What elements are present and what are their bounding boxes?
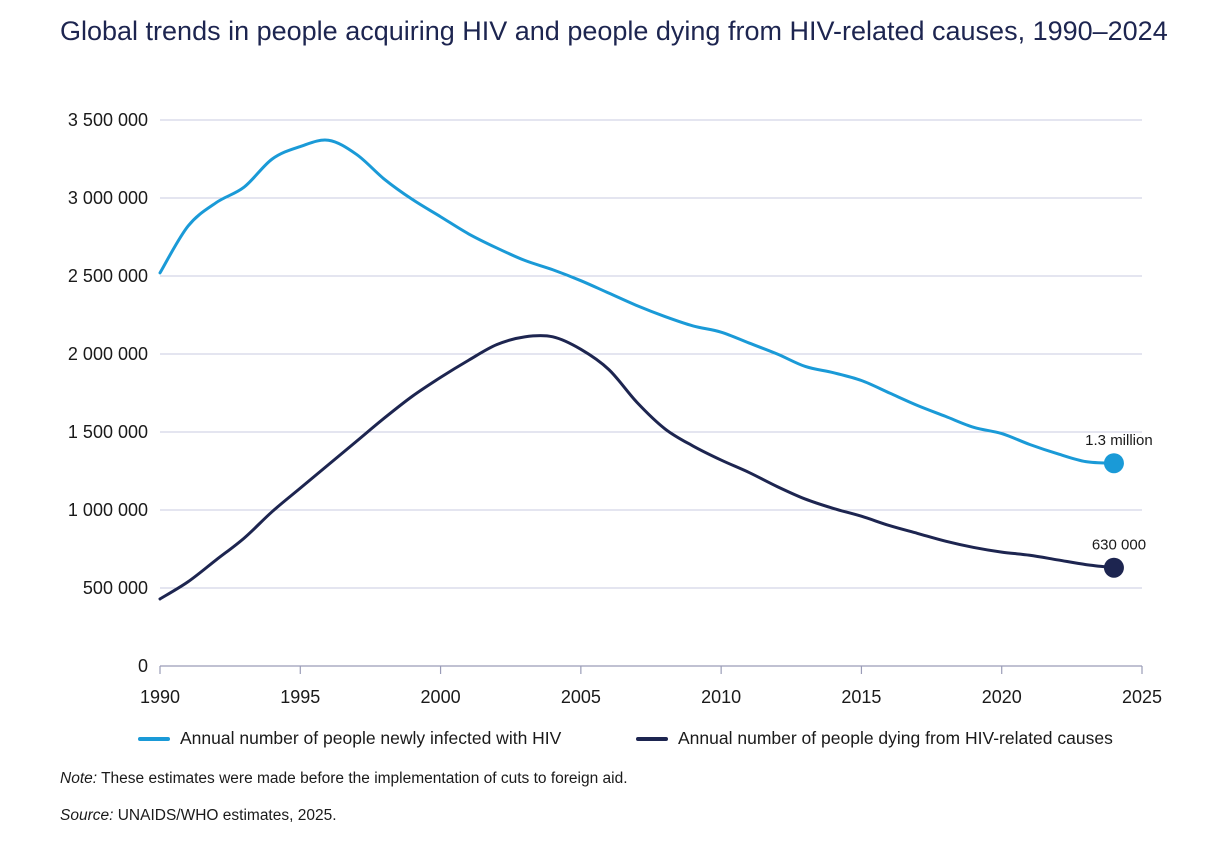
y-axis: 0 500 000 1 000 000 1 500 000 2 000 000 2 500… xyxy=(68,110,148,676)
note-label: Note: xyxy=(60,770,98,787)
legend-label-deaths: Annual number of people dying from HIV-r… xyxy=(678,728,1113,748)
legend-item-infections: Annual number of people newly infected w… xyxy=(138,728,561,749)
legend-swatch-deaths xyxy=(636,736,668,741)
y-tick-label: 1 500 000 xyxy=(68,422,148,442)
x-tick-label: 2005 xyxy=(561,687,601,707)
y-tick-label: 2 000 000 xyxy=(68,344,148,364)
end-point-infections xyxy=(1103,453,1124,474)
x-tick-label: 2010 xyxy=(701,687,741,707)
chart-title: Global trends in people acquiring HIV an… xyxy=(60,16,1168,46)
y-tick-label: 2 500 000 xyxy=(68,266,148,286)
x-tick-label: 2015 xyxy=(841,687,881,707)
x-tick-label: 1995 xyxy=(280,687,320,707)
y-tick-label: 0 xyxy=(138,656,148,676)
gridlines xyxy=(160,119,1142,589)
note-text: These estimates were made before the imp… xyxy=(97,770,628,787)
end-point-deaths xyxy=(1103,557,1124,578)
chart-source: Source: UNAIDS/WHO estimates, 2025. xyxy=(60,807,337,825)
series-line-deaths xyxy=(158,334,1116,601)
legend-item-deaths: Annual number of people dying from HIV-r… xyxy=(636,728,1113,749)
x-tick-label: 1990 xyxy=(140,687,180,707)
y-tick-label: 3 000 000 xyxy=(68,188,148,208)
y-tick-label: 3 500 000 xyxy=(68,110,148,130)
series-lines xyxy=(158,138,1124,601)
end-label-infections: 1.3 million xyxy=(1085,432,1153,449)
end-label-deaths: 630 000 xyxy=(1092,537,1146,554)
legend-swatch-infections xyxy=(138,736,170,741)
chart-note: Note: These estimates were made before t… xyxy=(60,770,628,788)
end-labels: 1.3 million 630 000 xyxy=(1085,432,1153,554)
source-label: Source: xyxy=(60,807,114,824)
source-text: UNAIDS/WHO estimates, 2025. xyxy=(113,807,337,824)
y-tick-label: 500 000 xyxy=(83,578,148,598)
legend-label-infections: Annual number of people newly infected w… xyxy=(180,728,562,748)
x-tick-label: 2000 xyxy=(421,687,461,707)
y-tick-label: 1 000 000 xyxy=(68,500,148,520)
x-tick-label: 2020 xyxy=(982,687,1022,707)
series-line-infections xyxy=(158,138,1116,465)
x-tick-label: 2025 xyxy=(1122,687,1162,707)
x-axis: 1990 1995 2000 2005 2010 2015 2020 2025 xyxy=(140,665,1162,707)
